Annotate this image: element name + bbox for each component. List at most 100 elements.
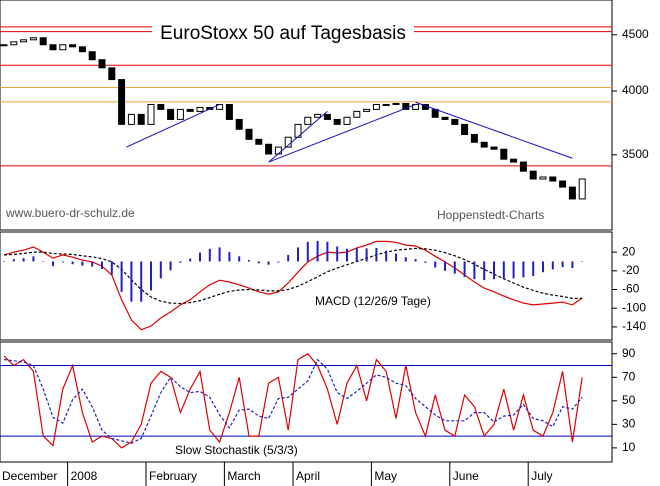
histogram-bar: [385, 250, 388, 262]
candle: [323, 113, 331, 120]
histogram-bar: [101, 261, 103, 269]
candle: [333, 118, 341, 125]
histogram-bar: [532, 261, 535, 276]
histogram-bar: [42, 261, 45, 262]
candle: [235, 118, 243, 130]
candle: [451, 118, 459, 125]
histogram-bar: [414, 259, 417, 262]
y-tick-label: -100: [622, 300, 646, 314]
histogram-bar: [208, 248, 211, 262]
candle: [470, 133, 478, 143]
histogram-bar: [404, 257, 407, 262]
candle: [578, 178, 586, 200]
x-tick-label: May: [374, 469, 397, 483]
histogram-bar: [3, 261, 5, 262]
candle: [461, 123, 469, 135]
candle: [10, 41, 18, 46]
candle: [78, 46, 86, 53]
histogram-bar: [22, 258, 25, 262]
trend-line: [268, 111, 328, 163]
x-tick-label: 2008: [71, 469, 98, 483]
x-tick-label: March: [227, 469, 260, 483]
histogram-bar: [365, 248, 368, 262]
histogram-bar: [130, 261, 133, 302]
histogram-bar: [395, 253, 397, 262]
candle: [304, 116, 312, 125]
y-tick-label: 20: [622, 244, 636, 258]
histogram-bar: [346, 248, 348, 262]
panel-title: Slow Stochastik (5/3/3): [175, 443, 298, 457]
histogram-bar: [306, 241, 309, 262]
candle: [392, 102, 400, 105]
candle: [255, 138, 263, 145]
histogram-bar: [581, 260, 584, 262]
histogram-bar: [453, 261, 456, 274]
candle: [568, 186, 576, 200]
candle: [265, 143, 273, 155]
candle: [274, 146, 282, 155]
histogram-bar: [424, 261, 427, 263]
histogram-bar: [522, 261, 525, 278]
trend-line: [268, 104, 416, 163]
histogram-bar: [179, 261, 182, 263]
y-tick-label: 70: [622, 369, 636, 383]
candle: [500, 148, 508, 160]
candle: [98, 59, 106, 69]
histogram-bar: [218, 247, 221, 262]
candle: [196, 106, 204, 112]
y-tick-label: 10: [622, 440, 636, 454]
series-line: [3, 240, 583, 331]
histogram-bar: [199, 252, 201, 262]
histogram-bar: [61, 261, 64, 263]
candle: [59, 44, 67, 51]
histogram-bar: [228, 252, 231, 262]
histogram-bar: [248, 260, 250, 262]
histogram-bar: [81, 261, 84, 266]
candle: [529, 170, 537, 180]
histogram-bar: [551, 261, 554, 270]
histogram-bar: [287, 254, 290, 262]
chart-title: EuroStoxx 50 auf Tagesbasis: [160, 23, 406, 44]
candle: [88, 51, 96, 61]
candle: [539, 176, 547, 180]
x-tick-label: December: [2, 469, 57, 483]
x-tick-label: February: [149, 469, 197, 483]
histogram-bar: [463, 261, 466, 277]
histogram-bar: [257, 261, 260, 264]
histogram-bar: [375, 247, 378, 262]
histogram-bar: [277, 261, 280, 263]
histogram-bar: [502, 261, 505, 279]
histogram-bar: [120, 261, 123, 292]
histogram-bar: [493, 261, 495, 280]
histogram-bar: [150, 261, 152, 291]
histogram-bar: [444, 261, 446, 271]
candle: [441, 116, 449, 120]
histogram-bar: [326, 241, 329, 262]
candle: [157, 103, 165, 110]
candle: [549, 176, 557, 182]
candle: [29, 37, 37, 41]
y-tick-label: -140: [622, 319, 646, 333]
trend-line: [126, 104, 220, 148]
x-tick-label: June: [453, 469, 479, 483]
histogram-bar: [355, 247, 358, 262]
histogram-bar: [473, 261, 476, 280]
trend-line: [415, 101, 573, 159]
panel-frame: [0, 341, 613, 463]
histogram-bar: [561, 261, 564, 268]
histogram-bar: [267, 261, 270, 265]
panel-title: MACD (12/26/9 Tage): [315, 294, 431, 308]
y-tick-label: 30: [622, 417, 636, 431]
candle: [225, 103, 233, 120]
candle: [176, 108, 184, 120]
candle: [127, 113, 135, 125]
histogram-bar: [52, 261, 54, 267]
histogram-bar: [91, 261, 94, 267]
y-tick-label: 90: [622, 346, 636, 360]
histogram-bar: [71, 261, 74, 265]
candle: [431, 108, 439, 118]
candle: [39, 37, 47, 46]
candle: [69, 44, 77, 48]
candle: [402, 102, 410, 110]
